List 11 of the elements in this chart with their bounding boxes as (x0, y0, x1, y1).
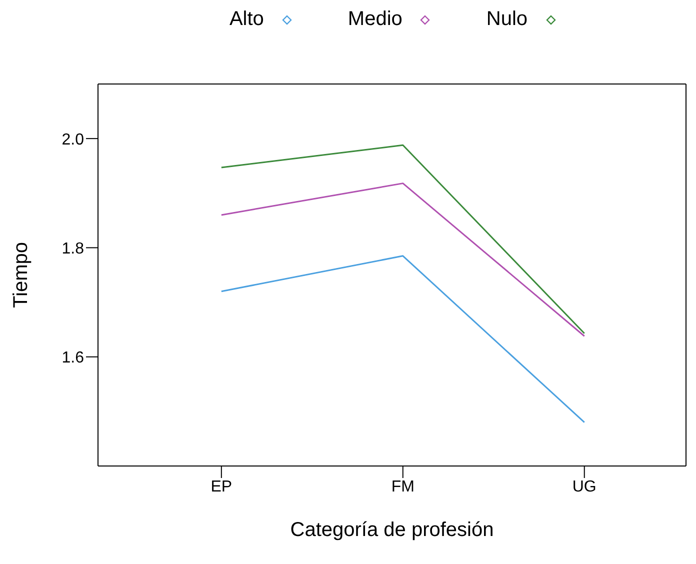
x-tick-label: UG (572, 478, 596, 496)
y-tick-label: 2.0 (62, 131, 84, 148)
y-axis-title: Tiempo (10, 242, 32, 308)
y-tick-label: 1.6 (62, 350, 84, 367)
x-tick-label: FM (391, 478, 414, 496)
legend-label: Alto (229, 8, 264, 31)
x-tick-label: EP (210, 478, 232, 496)
x-axis-title: Categoría de profesión (290, 519, 494, 541)
legend-label: Nulo (486, 8, 528, 31)
y-tick-label: 1.8 (62, 240, 84, 258)
legend-label: Medio (348, 8, 402, 31)
